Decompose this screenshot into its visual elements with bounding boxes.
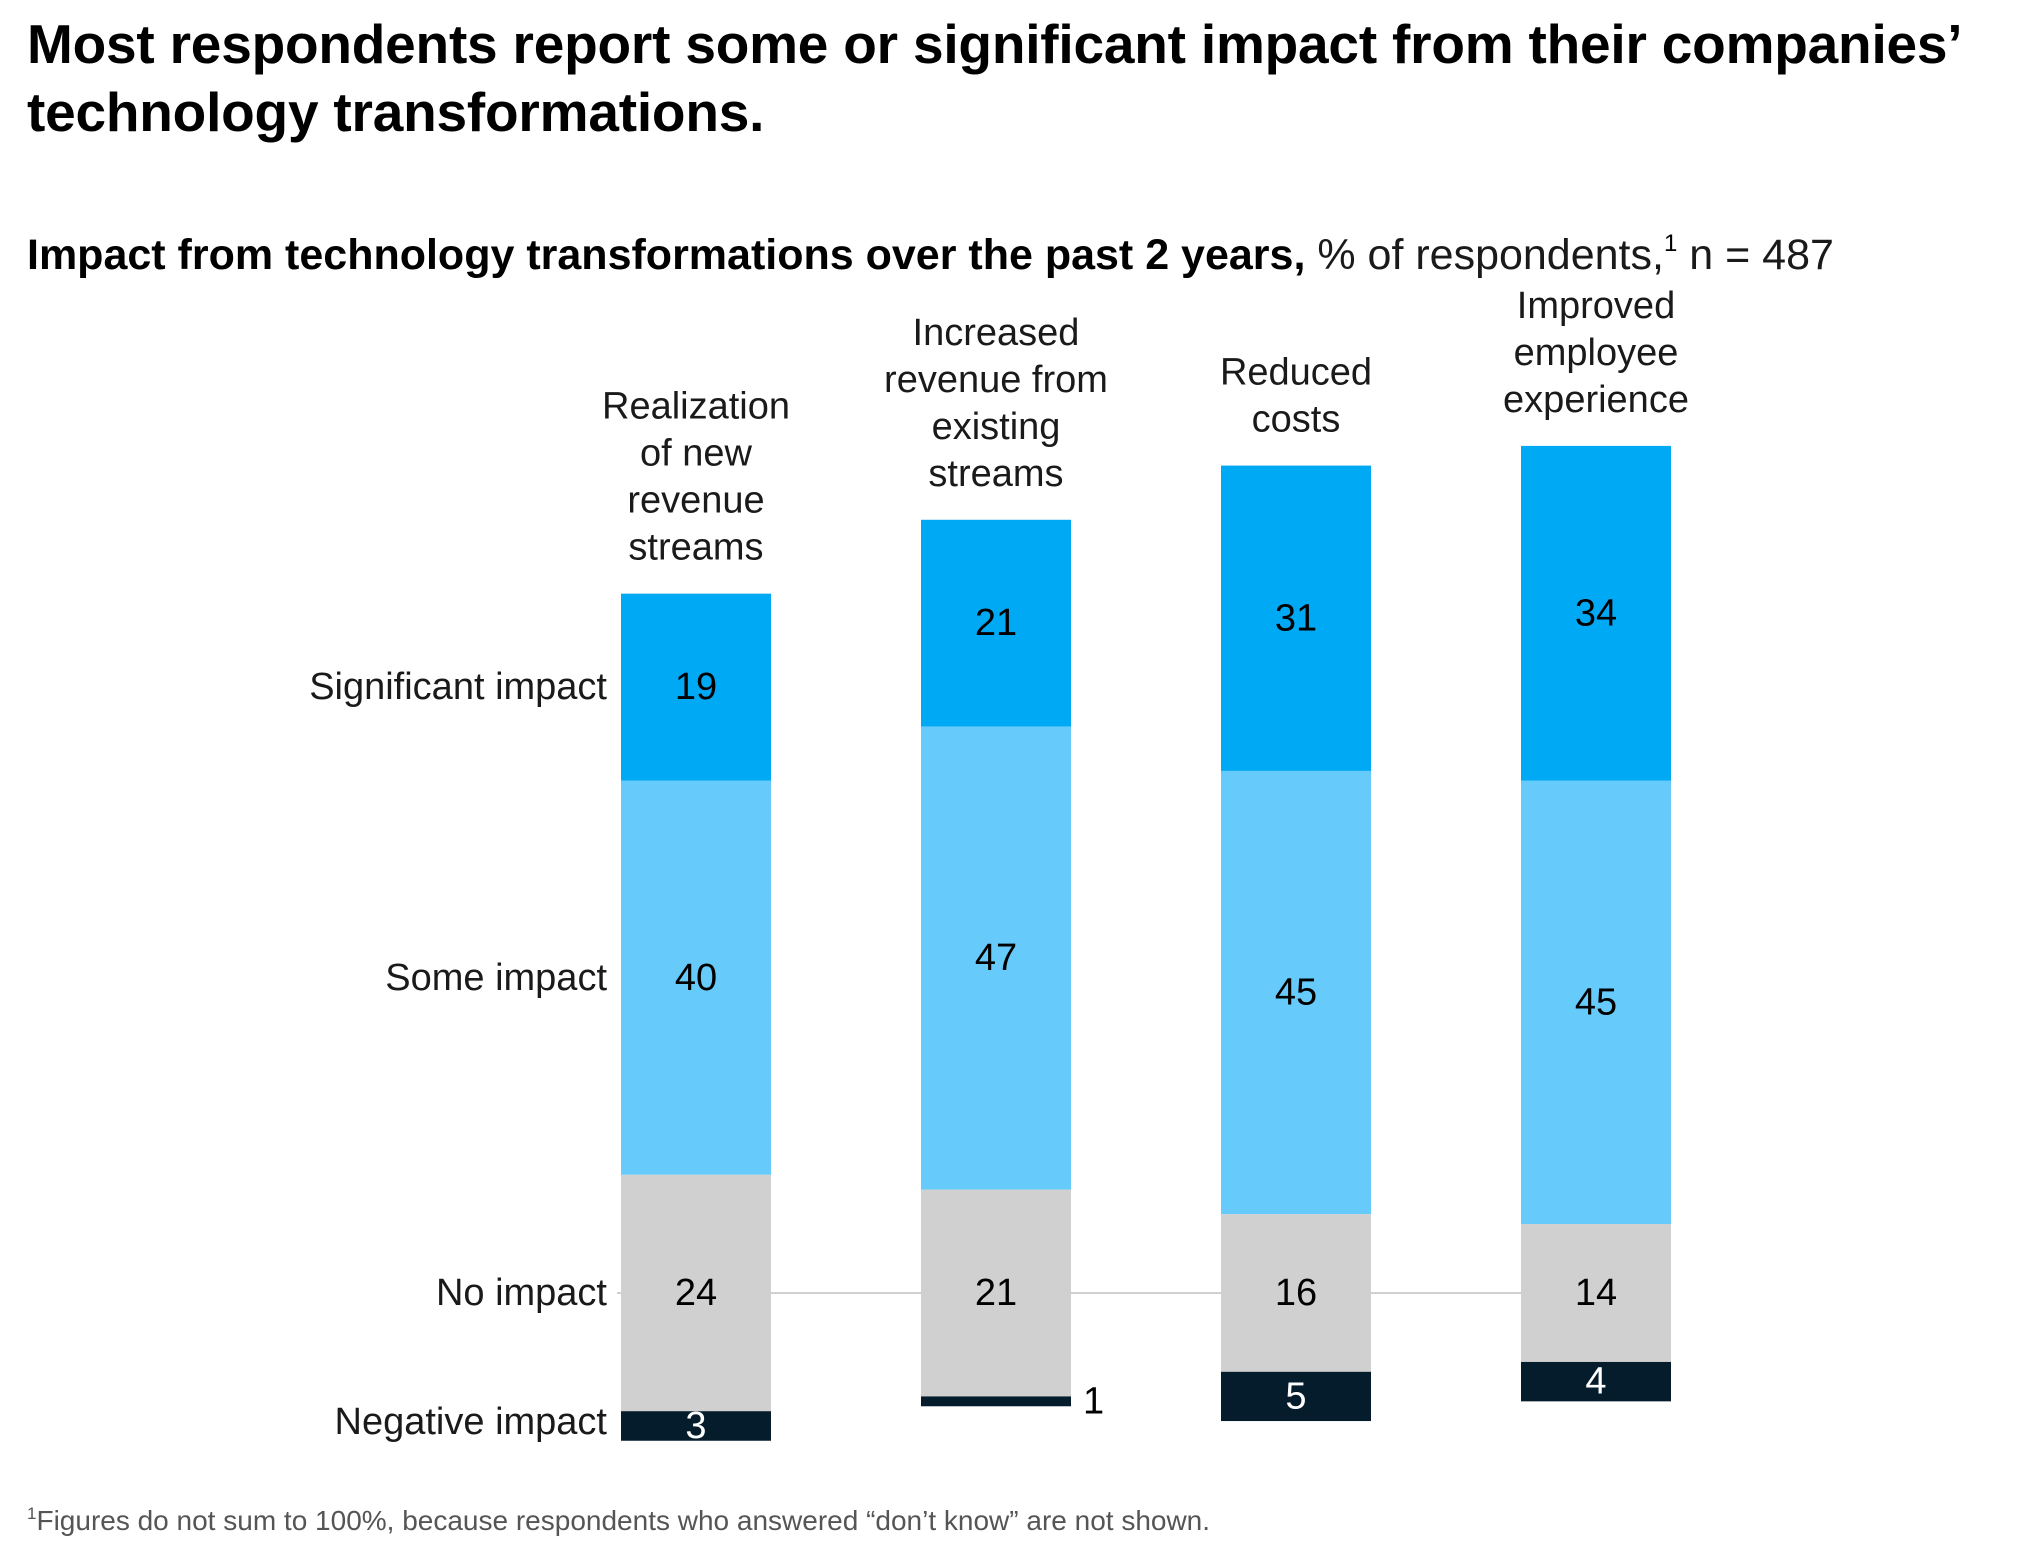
category-label-4: Improved employee experience [1503,285,1689,421]
bar-segment-some-4 [1521,780,1671,1225]
subtitle-sample-size: n = 487 [1689,231,1834,279]
category-label-3: Reduced costs [1220,352,1372,441]
data-label-some-3: 45 [1275,972,1317,1014]
category-label-line: revenue [627,480,764,522]
page-title: Most respondents report some or signific… [27,13,1960,143]
bar-segment-negative-3 [1221,1371,1371,1422]
category-label-line: Realization [602,386,790,428]
bar-segment-none-4 [1521,1224,1671,1362]
chart-subtitle: Impact from technology transformations o… [27,214,1834,285]
data-label-significant-2: 21 [975,602,1017,644]
data-label-significant-1: 19 [675,666,717,708]
series-label-some: Some impact [385,957,607,999]
category-label-line: streams [628,527,763,569]
bar-segment-none-1 [621,1174,771,1412]
bar-segment-some-1 [621,780,771,1175]
subtitle-unit: % of respondents, [1317,231,1664,279]
bar-segment-negative-1 [621,1411,771,1441]
data-label-some-2: 47 [975,937,1017,979]
series-label-negative: Negative impact [335,1401,608,1443]
data-label-significant-4: 34 [1575,592,1617,634]
data-label-some-4: 45 [1575,981,1617,1023]
subtitle-footnote-marker: 1 [1663,230,1678,257]
bar-segment-significant-3 [1221,465,1371,771]
bar-segment-none-3 [1221,1214,1371,1372]
category-label-line: revenue from [884,359,1108,401]
category-label-line: experience [1503,379,1689,421]
category-label-line: costs [1252,399,1341,441]
data-label-some-1: 40 [675,957,717,999]
footnote-marker: 1 [27,1504,37,1523]
bar-segment-negative-2 [921,1396,1071,1407]
category-label-line: Improved [1517,285,1675,327]
data-label-negative-1: 3 [685,1405,706,1447]
bar-segment-some-2 [921,726,1071,1190]
category-label-line: of new [640,433,753,475]
series-label-none: No impact [436,1272,607,1314]
data-label-none-1: 24 [675,1272,717,1314]
footnote-text: Figures do not sum to 100%, because resp… [36,1505,1211,1536]
data-label-none-2: 21 [975,1272,1017,1314]
data-label-significant-3: 31 [1275,597,1317,639]
bar-segment-significant-1 [621,593,771,781]
category-label-line: existing [932,406,1061,448]
bar-segment-none-2 [921,1189,1071,1397]
bar-segment-negative-4 [1521,1361,1671,1402]
data-label-none-3: 16 [1275,1272,1317,1314]
category-label-1: Realization of new revenue streams [602,386,790,569]
category-label-line: Reduced [1220,352,1372,394]
category-label-line: employee [1514,332,1679,374]
subtitle-bold: Impact from technology transformations o… [27,231,1306,279]
data-label-negative-4: 4 [1585,1361,1606,1403]
data-label-none-4: 14 [1575,1272,1617,1314]
bar-segment-significant-4 [1521,445,1671,781]
footnote: 1Figures do not sum to 100%, because res… [27,1494,1210,1541]
bar-segment-significant-2 [921,519,1071,727]
bar-segment-some-3 [1221,770,1371,1215]
category-label-line: Increased [913,312,1080,354]
data-label-negative-3: 5 [1285,1375,1306,1417]
series-label-significant: Significant impact [309,666,607,708]
category-label-line: streams [928,453,1063,495]
category-label-2: Increased revenue from existing streams [884,312,1108,495]
data-label-negative-2: 1 [1083,1380,1104,1422]
